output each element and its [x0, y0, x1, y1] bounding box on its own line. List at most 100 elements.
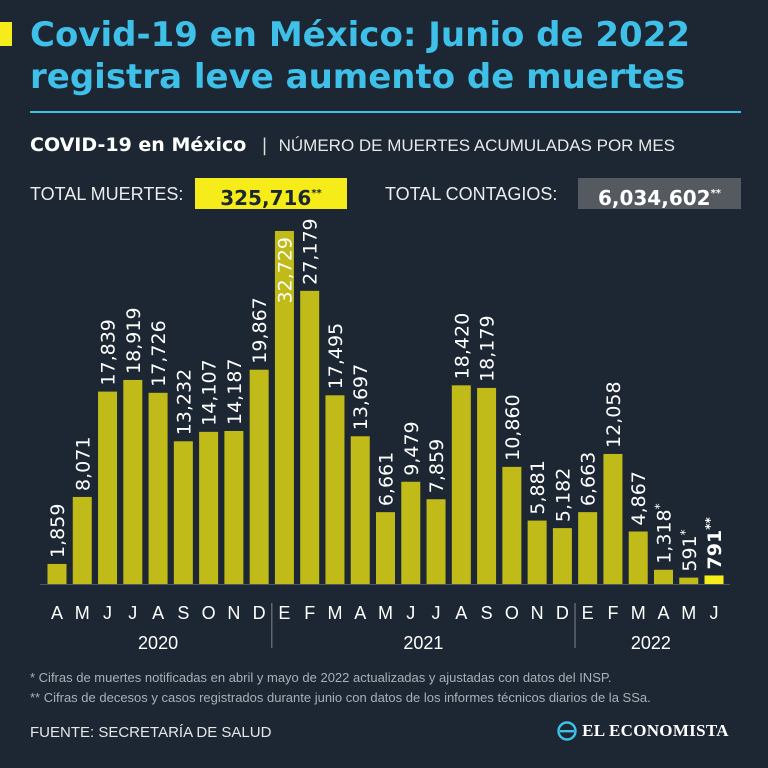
- chart-description: NÚMERO DE MUERTES ACUMULADAS POR MES: [278, 136, 676, 155]
- bar-value-label: 17,495: [325, 323, 347, 389]
- footnote-2: ** Cifras de decesos y casos registrados…: [30, 690, 651, 705]
- x-tick-label: F: [607, 603, 618, 623]
- bar-value-label: 6,663: [578, 452, 600, 506]
- total-cases-mark: **: [710, 188, 722, 199]
- bar-value-label: 5,881: [527, 460, 549, 514]
- bar: [679, 577, 699, 584]
- year-label: 2020: [138, 633, 178, 653]
- bar: [123, 379, 143, 584]
- x-tick-label: J: [406, 603, 415, 623]
- bar: [628, 531, 648, 584]
- bar-value-label: 13,232: [173, 369, 195, 435]
- headline: Covid-19 en México: Junio de 2022 regist…: [30, 14, 750, 98]
- total-cases-label: TOTAL CONTAGIOS:: [385, 184, 558, 204]
- x-tick-label: O: [505, 603, 519, 623]
- x-tick-label: F: [304, 603, 315, 623]
- accent-bar: [0, 22, 12, 46]
- bar-value-label: 6,661: [376, 452, 398, 506]
- x-tick-label: N: [227, 603, 240, 623]
- bar: [704, 575, 724, 584]
- x-tick-label: O: [202, 603, 216, 623]
- bar-value-label: 1,318*: [652, 503, 675, 563]
- bar-value-label: 18,179: [477, 315, 499, 381]
- bar-value-label: 1,859: [47, 504, 69, 558]
- bar-value-label: 17,726: [148, 320, 170, 386]
- bar-value-label: 17,839: [98, 319, 120, 385]
- bar-value-label: 14,187: [224, 359, 246, 425]
- total-deaths-number: 325,716: [220, 186, 312, 210]
- bar-value-label: 19,867: [249, 297, 271, 363]
- bar-value-label: 8,071: [72, 437, 94, 491]
- x-tick-label: M: [631, 603, 646, 623]
- x-tick-label: J: [103, 603, 112, 623]
- total-deaths-mark: **: [311, 188, 322, 199]
- bar: [426, 499, 446, 584]
- x-tick-label: A: [152, 603, 164, 623]
- bar: [199, 431, 219, 584]
- bar: [527, 520, 547, 584]
- year-label: 2021: [403, 633, 443, 653]
- bar-value-label: 32,729: [274, 237, 296, 303]
- bar: [552, 528, 572, 584]
- subtitle-separator: |: [261, 135, 268, 156]
- x-tick-label: J: [432, 603, 441, 623]
- bar: [148, 392, 168, 584]
- x-tick-label: A: [657, 603, 669, 623]
- bar: [603, 453, 623, 584]
- chart-subtitle: COVID-19 en México | NÚMERO DE MUERTES A…: [30, 134, 675, 160]
- bar: [173, 441, 193, 584]
- total-deaths-value: 325,716**: [195, 178, 347, 210]
- bar: [376, 512, 396, 584]
- bar: [653, 569, 673, 584]
- total-deaths-label: TOTAL MUERTES:: [30, 184, 184, 204]
- brand-name: EL ECONOMISTA: [582, 720, 729, 740]
- bar: [477, 387, 497, 584]
- x-tick-label: S: [177, 603, 189, 623]
- bar-value-label: 7,859: [426, 439, 448, 493]
- el-economista-logo-icon: [557, 720, 577, 741]
- x-tick-label: D: [556, 603, 569, 623]
- bar-value-label: 591*: [678, 529, 701, 571]
- bar: [578, 512, 598, 584]
- chart-title: COVID-19 en México: [30, 134, 247, 156]
- bar: [401, 481, 421, 584]
- bar: [98, 391, 118, 584]
- bar: [451, 385, 471, 584]
- x-tick-label: D: [253, 603, 266, 623]
- total-cases-number: 6,034,602: [597, 186, 711, 210]
- headline-line-1: Covid-19 en México: Junio de 2022: [30, 15, 691, 55]
- source-credit: FUENTE: SECRETARÍA DE SALUD: [30, 724, 272, 741]
- x-tick-label: N: [531, 603, 544, 623]
- x-tick-label: M: [327, 603, 342, 623]
- x-tick-label: A: [51, 603, 63, 623]
- bar-value-label: 9,479: [401, 421, 423, 475]
- x-tick-label: M: [75, 603, 90, 623]
- bar-value-label: 12,058: [603, 381, 625, 447]
- bar: [300, 290, 320, 584]
- total-cases-value: 6,034,602**: [578, 178, 741, 210]
- bar: [249, 369, 269, 584]
- bar-value-label: 10,860: [502, 394, 524, 460]
- x-tick-label: J: [128, 603, 137, 623]
- x-tick-label: S: [481, 603, 493, 623]
- bar-value-label: 18,420: [451, 313, 473, 379]
- bar-value-label: 791**: [703, 517, 726, 570]
- bar-value-label: 5,182: [552, 468, 574, 522]
- bar-value-label: 4,867: [628, 471, 650, 525]
- footnote-1: * Cifras de muertes notificadas en abril…: [30, 670, 612, 685]
- x-tick-label: A: [354, 603, 366, 623]
- x-tick-label: A: [455, 603, 467, 623]
- bar-value-label: 27,179: [300, 218, 322, 284]
- x-tick-label: E: [582, 603, 594, 623]
- x-tick-label: M: [681, 603, 696, 623]
- x-tick-label: E: [278, 603, 290, 623]
- bar: [350, 436, 370, 584]
- bar: [72, 496, 92, 584]
- bar: [47, 563, 67, 584]
- bar: [224, 430, 244, 584]
- bar: [502, 466, 522, 584]
- bar-value-label: 14,107: [199, 359, 221, 425]
- bar: [325, 395, 345, 584]
- headline-line-2: registra leve aumento de muertes: [30, 57, 686, 97]
